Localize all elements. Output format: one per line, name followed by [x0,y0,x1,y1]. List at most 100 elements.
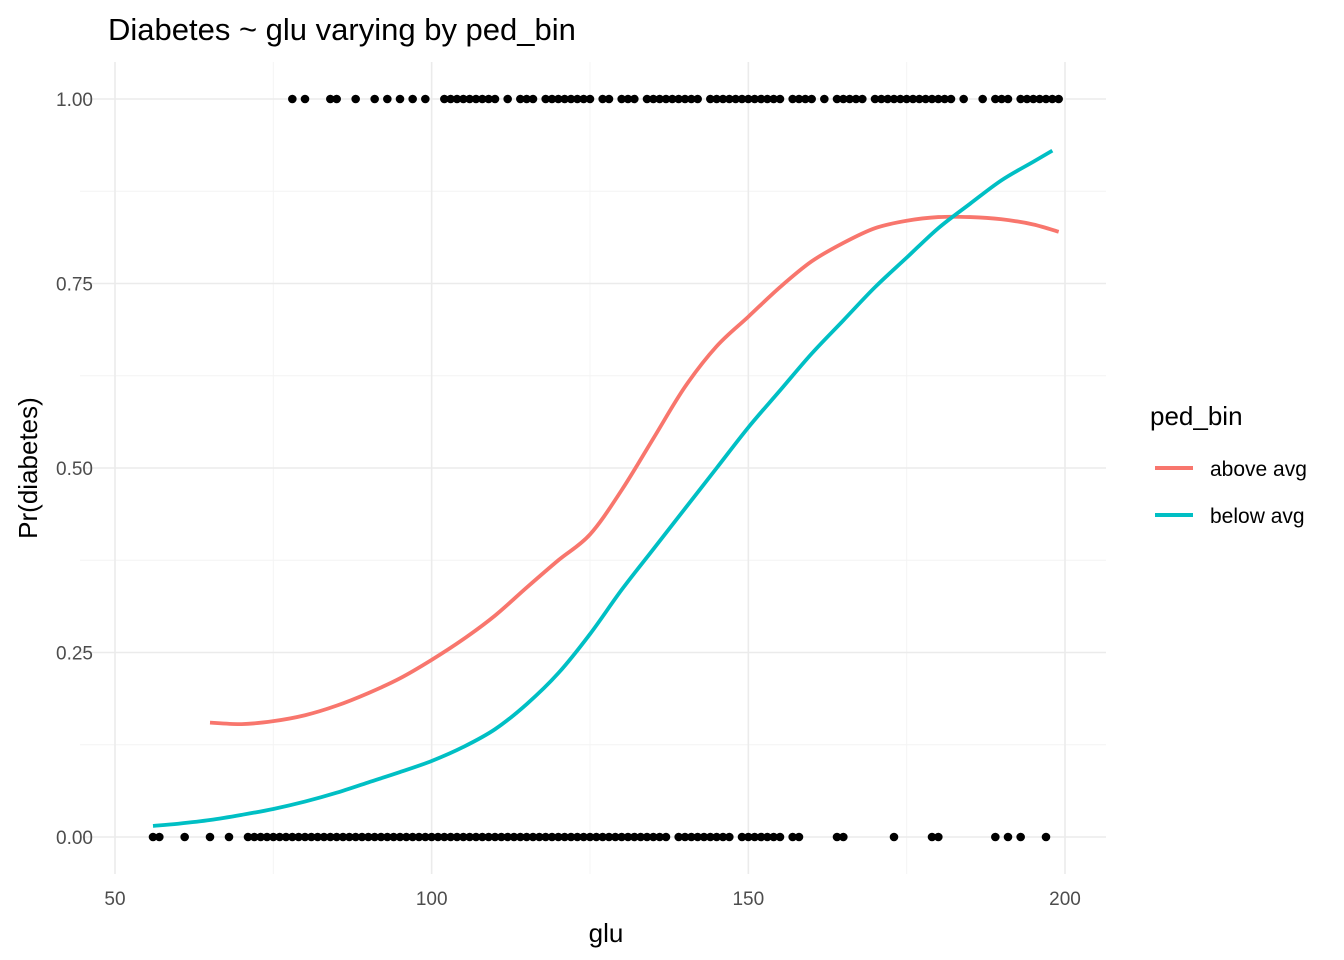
data-point-outcome-1 [991,94,1000,104]
data-point-outcome-0 [326,832,335,842]
data-point-outcome-1 [1041,94,1051,104]
data-point-outcome-0 [560,832,569,842]
data-point-outcome-0 [319,832,329,842]
data-point-outcome-0 [345,832,354,842]
y-tick-labels: 0.00 0.25 0.50 0.75 1.00 [56,90,93,849]
data-point-outcome-1 [560,94,569,104]
x-tick-label: 50 [104,889,125,910]
data-point-outcome-0 [275,832,284,842]
data-point-outcome-1 [750,94,759,104]
data-point-outcome-0 [756,832,766,842]
data-point-outcome-1 [1016,94,1025,104]
data-point-outcome-0 [687,832,696,842]
data-point-outcome-1 [383,94,392,104]
data-point-outcome-1 [630,94,639,104]
data-point-outcome-0 [452,832,462,842]
data-point-outcome-1 [490,94,500,104]
data-point-outcome-0 [674,832,683,842]
data-point-outcome-0 [370,832,379,842]
data-point-outcome-1 [921,94,930,104]
data-point-outcome-1 [775,94,785,104]
data-point-outcome-0 [471,832,481,842]
data-point-outcome-0 [465,832,474,842]
data-point-outcome-1 [706,94,715,104]
data-point-outcome-1 [763,94,772,104]
data-point-outcome-0 [750,832,759,842]
data-point-outcome-0 [250,832,259,842]
data-point-outcome-1 [351,94,360,104]
data-point-outcome-1 [769,94,778,104]
data-point-outcome-0 [611,832,620,842]
data-point-outcome-1 [883,94,892,104]
data-point-outcome-1 [851,94,861,104]
data-point-outcome-1 [896,94,905,104]
data-point-outcome-0 [383,832,392,842]
data-point-outcome-0 [180,832,189,842]
data-point-outcome-0 [649,832,658,842]
data-point-outcome-1 [870,94,880,104]
data-point-outcome-0 [243,832,253,842]
legend-label: below avg [1210,505,1305,528]
data-point-outcome-1 [927,94,937,104]
data-point-outcome-1 [946,94,956,104]
legend-label: above avg [1210,458,1307,481]
data-point-outcome-0 [617,832,626,842]
data-point-outcome-0 [934,832,943,842]
data-point-outcome-0 [598,832,607,842]
data-point-outcome-0 [1041,832,1051,842]
data-point-outcome-0 [693,832,702,842]
data-point-outcome-1 [839,94,848,104]
data-point-outcome-0 [630,832,639,842]
y-tick-label: 0.25 [56,644,93,665]
data-point-outcome-0 [351,832,360,842]
data-point-outcome-1 [807,94,816,104]
data-point-outcome-1 [370,94,379,104]
data-point-outcome-1 [845,94,854,104]
data-point-outcome-1 [680,94,690,104]
data-point-outcome-0 [421,832,430,842]
data-point-outcome-0 [300,832,310,842]
data-point-outcome-1 [687,94,696,104]
data-point-outcome-1 [617,94,626,104]
data-point-outcome-0 [763,832,772,842]
data-point-outcome-1 [585,94,595,104]
x-tick-label: 100 [416,889,448,910]
data-point-outcome-1 [440,94,449,104]
data-point-outcome-0 [364,832,373,842]
data-point-outcome-0 [554,832,563,842]
data-point-outcome-0 [623,832,633,842]
data-point-outcome-0 [541,832,550,842]
data-point-outcome-1 [452,94,462,104]
data-point-outcome-0 [655,832,664,842]
data-point-outcome-0 [604,832,614,842]
data-point-outcome-1 [1054,94,1063,104]
data-point-outcome-0 [794,832,804,842]
data-point-outcome-0 [592,832,601,842]
data-point-outcome-0 [288,832,297,842]
data-point-outcome-1 [858,94,867,104]
data-point-outcome-0 [737,832,747,842]
data-point-outcome-0 [294,832,303,842]
data-point-outcome-0 [205,832,215,842]
data-point-outcome-0 [414,832,424,842]
data-point-outcome-0 [402,832,411,842]
data-point-outcome-0 [547,832,557,842]
data-point-outcome-0 [408,832,417,842]
data-point-outcome-1 [908,94,918,104]
data-point-outcome-1 [820,94,829,104]
data-point-outcome-0 [769,832,778,842]
data-point-outcome-0 [566,832,576,842]
legend: ped_bin above avg below avg [1150,401,1307,528]
data-point-outcome-0 [661,832,671,842]
data-point-outcome-0 [440,832,449,842]
data-point-outcome-1 [326,94,335,104]
data-point-outcome-0 [788,832,797,842]
data-point-outcome-0 [357,832,367,842]
data-point-outcome-1 [877,94,886,104]
data-point-outcome-0 [338,832,348,842]
data-point-outcome-0 [927,832,937,842]
data-point-outcome-1 [503,94,512,104]
data-point-outcome-1 [737,94,747,104]
data-point-outcome-0 [516,832,525,842]
data-point-outcome-1 [1022,94,1032,104]
